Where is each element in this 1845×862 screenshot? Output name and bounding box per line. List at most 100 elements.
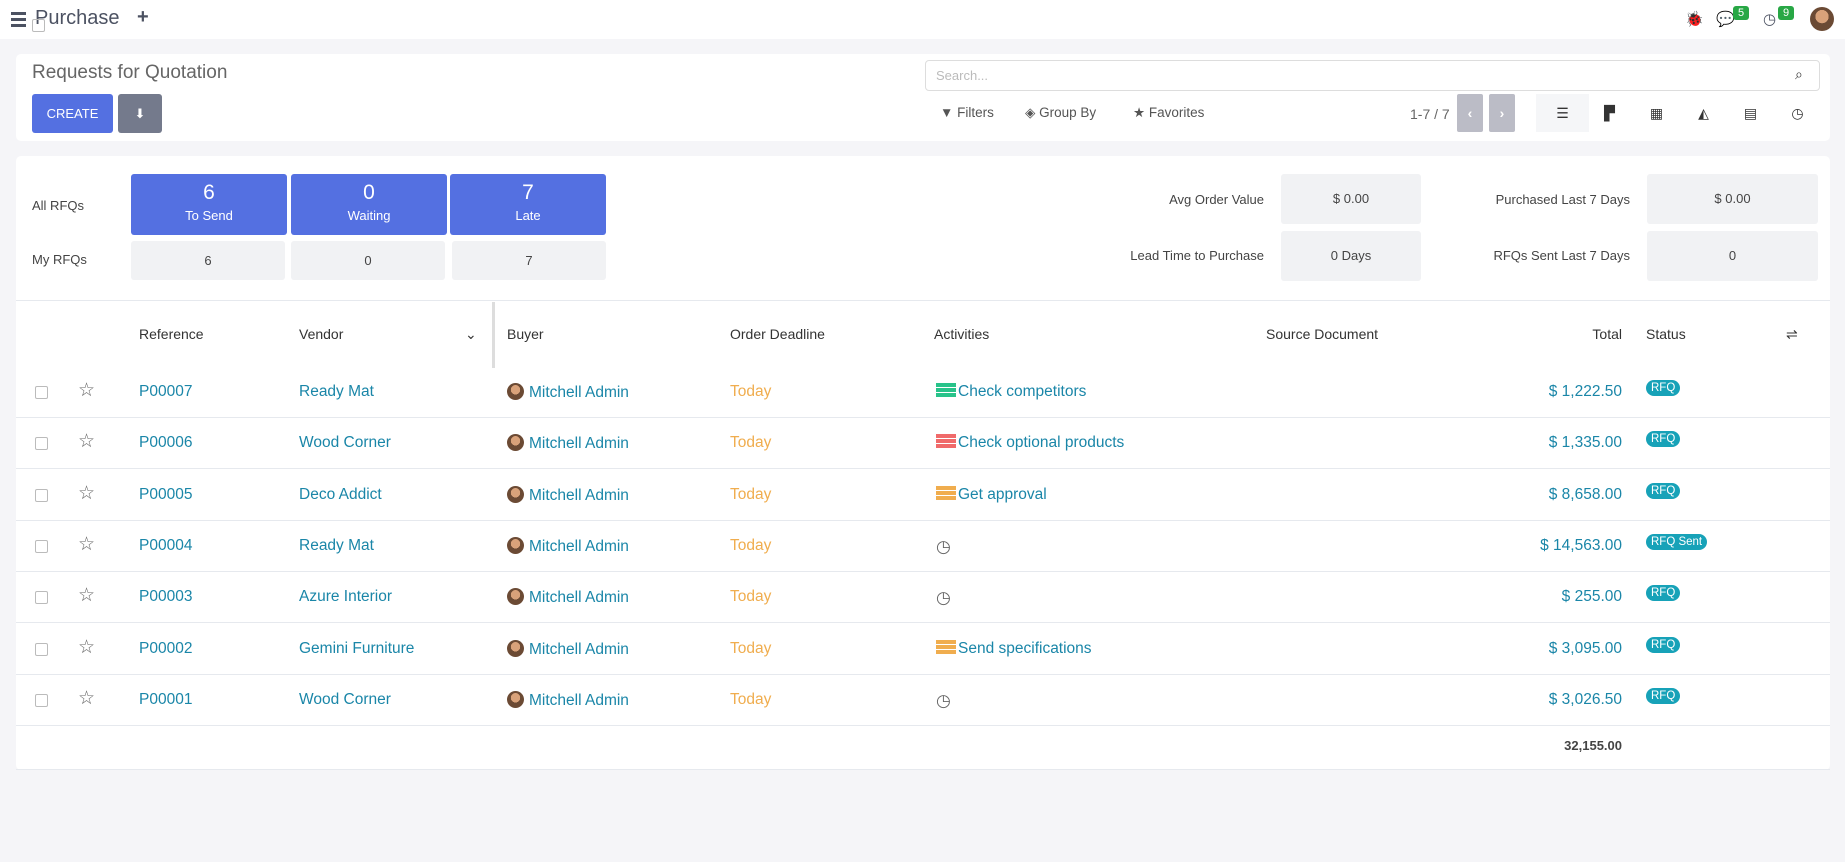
bug-icon[interactable]: 🐞 — [1685, 11, 1704, 28]
late-tile[interactable]: 7 Late — [450, 174, 606, 235]
buyer[interactable]: Mitchell Admin — [507, 536, 629, 556]
row-checkbox[interactable] — [35, 591, 48, 605]
list-view-button[interactable]: ☰ — [1536, 94, 1589, 132]
chat-icon[interactable]: 💬 — [1716, 11, 1735, 28]
col-vendor[interactable]: Vendor — [299, 326, 344, 342]
activity[interactable]: Check optional products — [936, 434, 1124, 452]
reference[interactable]: P00003 — [139, 588, 193, 606]
vendor[interactable]: Ready Mat — [299, 536, 374, 554]
star-icon[interactable]: ☆ — [78, 533, 96, 555]
reference[interactable]: P00001 — [139, 690, 193, 708]
table-row[interactable]: ☆ P00001 Wood Corner Mitchell Admin Toda… — [16, 675, 1830, 726]
create-button[interactable]: CREATE — [32, 94, 113, 133]
row-checkbox[interactable] — [35, 488, 48, 502]
favorites-button[interactable]: ★ Favorites — [1133, 105, 1205, 120]
reference[interactable]: P00005 — [139, 485, 193, 503]
reference[interactable]: P00007 — [139, 383, 193, 400]
lead-time-value: 0 Days — [1281, 231, 1421, 281]
search-icon[interactable]: ⌕ — [1795, 66, 1803, 82]
table-row[interactable]: ☆ P00003 Azure Interior Mitchell Admin T… — [16, 572, 1830, 624]
user-avatar[interactable] — [1810, 7, 1834, 31]
vendor[interactable]: Gemini Furniture — [299, 639, 415, 657]
my-to-send[interactable]: 6 — [131, 241, 285, 280]
select-all-checkbox[interactable] — [32, 19, 45, 32]
buyer-name: Mitchell Admin — [529, 640, 629, 658]
vendor[interactable]: Wood Corner — [299, 690, 391, 708]
star-icon[interactable]: ☆ — [78, 431, 96, 453]
activity-view-button[interactable]: ◷ — [1791, 105, 1804, 121]
pager-value[interactable]: 1-7 / 7 — [1410, 106, 1450, 122]
to-send-tile[interactable]: 6 To Send — [131, 174, 287, 235]
hamburger-menu-icon[interactable] — [11, 12, 26, 30]
col-reference[interactable]: Reference — [139, 326, 204, 342]
col-status[interactable]: Status — [1646, 326, 1686, 342]
buyer[interactable]: Mitchell Admin — [507, 434, 629, 453]
vendor[interactable]: Ready Mat — [299, 383, 374, 400]
col-activities[interactable]: Activities — [934, 326, 990, 342]
row-checkbox[interactable] — [35, 642, 48, 656]
row-checkbox[interactable] — [35, 386, 48, 399]
all-rfqs-label: All RFQs — [32, 198, 84, 213]
row-checkbox[interactable] — [35, 693, 48, 707]
activity[interactable]: Send specifications — [936, 639, 1092, 658]
kanban-view-button[interactable]: ▛ — [1604, 105, 1615, 121]
next-page-button[interactable]: › — [1489, 94, 1515, 132]
activity[interactable]: ◷ — [936, 691, 951, 711]
col-buyer[interactable]: Buyer — [507, 326, 544, 342]
vendor[interactable]: Wood Corner — [299, 434, 391, 452]
my-late[interactable]: 7 — [452, 241, 606, 280]
buyer-avatar — [507, 485, 524, 503]
plus-icon[interactable]: + — [137, 6, 149, 28]
download-button[interactable]: ⬇ — [118, 94, 162, 133]
star-icon[interactable]: ☆ — [78, 380, 96, 401]
buyer[interactable]: Mitchell Admin — [507, 690, 629, 710]
col-total[interactable]: Total — [1592, 326, 1622, 342]
star-icon[interactable]: ☆ — [78, 687, 96, 709]
col-order-deadline[interactable]: Order Deadline — [730, 326, 825, 342]
activity-type-icon — [936, 383, 956, 398]
buyer[interactable]: Mitchell Admin — [507, 485, 629, 505]
buyer-avatar — [507, 639, 524, 657]
buyer[interactable]: Mitchell Admin — [507, 383, 629, 402]
activity-summary: Check competitors — [958, 383, 1087, 400]
table-row[interactable]: ☆ P00005 Deco Addict Mitchell Admin Toda… — [16, 470, 1830, 521]
column-settings-icon[interactable]: ⇌ — [1786, 326, 1798, 342]
activity[interactable]: ◷ — [936, 588, 951, 608]
group-by-button[interactable]: ◈ Group By — [1025, 105, 1097, 120]
buyer[interactable]: Mitchell Admin — [507, 639, 629, 659]
reference[interactable]: P00002 — [139, 639, 193, 657]
waiting-tile[interactable]: 0 Waiting — [291, 174, 447, 235]
calendar-view-button[interactable]: ▤ — [1743, 105, 1758, 121]
reference[interactable]: P00006 — [139, 434, 193, 452]
row-checkbox[interactable] — [35, 437, 48, 451]
vendor[interactable]: Azure Interior — [299, 588, 393, 606]
activity[interactable]: Check competitors — [936, 383, 1086, 401]
table-row[interactable]: ☆ P00004 Ready Mat Mitchell Admin Today … — [16, 521, 1830, 572]
app-title[interactable]: Purchase — [35, 7, 120, 29]
table-row[interactable]: ☆ P00006 Wood Corner Mitchell Admin Toda… — [16, 418, 1830, 470]
status-badge: RFQ — [1646, 687, 1681, 704]
activity[interactable]: ◷ — [936, 537, 951, 557]
vendor[interactable]: Deco Addict — [299, 485, 382, 503]
my-waiting[interactable]: 0 — [291, 241, 445, 280]
column-resize-handle[interactable] — [492, 302, 495, 368]
search-input[interactable]: Search... — [925, 60, 1820, 91]
clock-icon[interactable]: ◷ — [1763, 11, 1777, 28]
pivot-view-button[interactable]: ▦ — [1649, 105, 1664, 121]
table-row[interactable]: ☆ P00002 Gemini Furniture Mitchell Admin… — [16, 624, 1830, 675]
star-icon[interactable]: ☆ — [78, 482, 96, 504]
buyer[interactable]: Mitchell Admin — [507, 588, 629, 607]
prev-page-button[interactable]: ‹ — [1457, 94, 1483, 132]
sort-chevron-down-icon[interactable]: ⌄ — [465, 326, 477, 342]
activity[interactable]: Get approval — [936, 485, 1047, 504]
star-icon[interactable]: ☆ — [78, 636, 96, 658]
graph-view-button[interactable]: ◭ — [1698, 105, 1709, 121]
table-row[interactable]: ☆ P00007 Ready Mat Mitchell Admin Today … — [16, 367, 1830, 418]
tile-label: Late — [515, 208, 541, 223]
star-icon[interactable]: ☆ — [78, 585, 96, 607]
tile-count: 0 — [363, 181, 375, 204]
filters-button[interactable]: ▼ Filters — [940, 105, 994, 120]
row-checkbox[interactable] — [35, 539, 48, 553]
col-source-document[interactable]: Source Document — [1266, 326, 1379, 342]
reference[interactable]: P00004 — [139, 536, 193, 554]
